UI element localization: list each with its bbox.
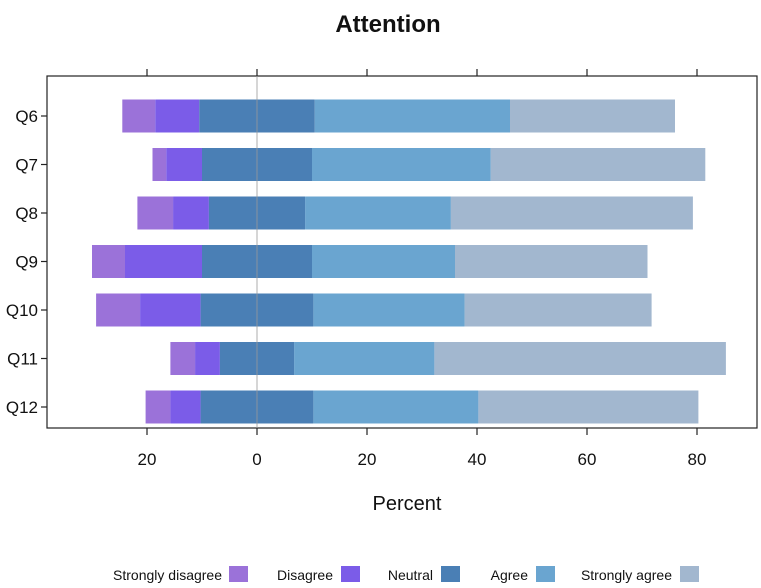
legend-swatch xyxy=(680,566,699,582)
bar-q8-disagree xyxy=(173,196,209,230)
bar-q11-disagree xyxy=(195,342,220,375)
x-tick-label: 40 xyxy=(468,450,487,469)
bar-q11-strongly-agree xyxy=(434,342,726,375)
bar-q9-disagree xyxy=(125,245,202,278)
x-axis-title: Percent xyxy=(373,493,442,515)
bar-q6-strongly-agree xyxy=(510,99,675,133)
bar-q9-agree xyxy=(312,245,455,278)
bar-q12-strongly-disagree xyxy=(145,390,171,424)
bar-q12-strongly-agree xyxy=(478,390,699,424)
x-tick-label: 0 xyxy=(252,450,261,469)
legend-swatch xyxy=(341,566,360,582)
bar-q9-strongly-disagree xyxy=(92,245,125,278)
bar-q7-disagree xyxy=(166,148,203,181)
legend-label: Disagree xyxy=(277,567,333,583)
bar-q8-strongly-agree xyxy=(450,196,693,230)
bar-q10-disagree xyxy=(140,293,201,327)
bar-q11-strongly-disagree xyxy=(170,342,196,375)
legend-swatch xyxy=(536,566,555,582)
chart-title: Attention xyxy=(335,11,440,38)
bar-q7-agree xyxy=(312,148,491,181)
y-tick-label: Q6 xyxy=(15,107,38,126)
legend-swatch xyxy=(441,566,460,582)
bar-q7-strongly-disagree xyxy=(152,148,167,181)
y-tick-label: Q12 xyxy=(6,398,38,417)
y-tick-label: Q8 xyxy=(15,204,38,223)
plot-frame xyxy=(46,75,758,429)
bar-q10-agree xyxy=(313,293,465,327)
legend: Strongly disagree Disagree Neutral Agree Str… xyxy=(113,566,699,583)
bars-layer xyxy=(92,99,726,424)
legend-label: Strongly agree xyxy=(581,567,672,583)
bar-q6-strongly-disagree xyxy=(122,99,156,133)
x-tick-label: 80 xyxy=(688,450,707,469)
legend-label: Neutral xyxy=(388,567,433,583)
bar-q12-disagree xyxy=(170,390,201,424)
bar-q7-strongly-agree xyxy=(490,148,706,181)
legend-swatch xyxy=(229,566,248,582)
bar-q8-strongly-disagree xyxy=(137,196,174,230)
y-tick-label: Q10 xyxy=(6,301,38,320)
bar-q12-agree xyxy=(313,390,479,424)
x-tick-label: 20 xyxy=(358,450,377,469)
x-axis: 20 0 20 40 60 80 xyxy=(138,69,707,469)
y-tick-label: Q7 xyxy=(15,156,38,175)
bar-q6-disagree xyxy=(155,99,200,133)
bar-q10-strongly-disagree xyxy=(96,293,141,327)
x-tick-label: 60 xyxy=(578,450,597,469)
bar-q8-agree xyxy=(305,196,451,230)
bar-q9-strongly-agree xyxy=(455,245,648,278)
y-tick-label: Q9 xyxy=(15,253,38,272)
x-tick-label: 20 xyxy=(138,450,157,469)
y-tick-label: Q11 xyxy=(7,350,38,369)
legend-label: Strongly disagree xyxy=(113,567,222,583)
y-axis: Q6 Q7 Q8 Q9 Q10 Q11 Q12 xyxy=(6,107,47,417)
bar-q11-agree xyxy=(294,342,435,375)
bar-q10-strongly-agree xyxy=(464,293,652,327)
bar-q6-agree xyxy=(314,99,511,133)
legend-label: Agree xyxy=(491,567,529,583)
